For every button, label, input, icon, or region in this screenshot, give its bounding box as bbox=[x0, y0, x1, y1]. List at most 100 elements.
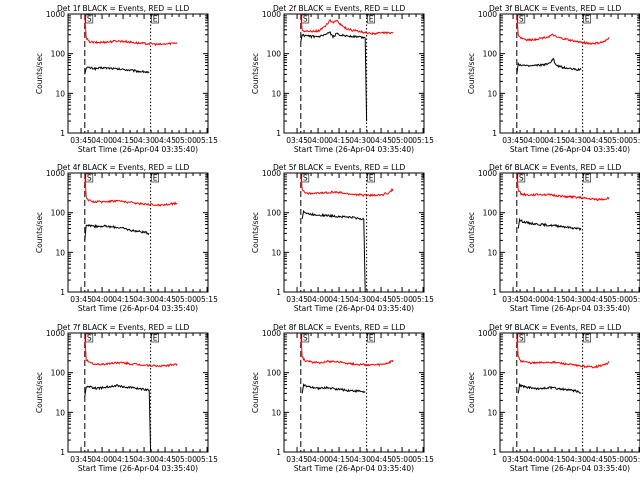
marker-label-box bbox=[85, 173, 94, 183]
chart-panel-1: Det 1f BLACK = Events, RED = LLD 1 10 100 10… bbox=[35, 4, 218, 154]
x-tick-label: 04:00 bbox=[523, 136, 545, 145]
y-tick-label: 1 bbox=[60, 129, 65, 138]
marker-label-box bbox=[583, 333, 591, 343]
events-series-line bbox=[84, 66, 150, 75]
x-tick-label: 04:45 bbox=[154, 295, 176, 304]
chart-panel-7: Det 7f BLACK = Events, RED = LLD 1 10 100 10… bbox=[35, 323, 218, 473]
chart-title: Det 5f BLACK = Events, RED = LLD bbox=[273, 163, 406, 172]
x-tick-label: 05:15 bbox=[628, 295, 640, 304]
y-tick-label: 1 bbox=[276, 448, 281, 457]
y-tick-label: 1000 bbox=[262, 10, 281, 19]
plot-frame bbox=[499, 13, 640, 134]
x-tick-label: 04:30 bbox=[133, 136, 155, 145]
plot-frame bbox=[67, 332, 209, 453]
x-tick-label: 05:00 bbox=[175, 295, 197, 304]
events-series-line bbox=[517, 217, 582, 232]
chart-title: Det 1f BLACK = Events, RED = LLD bbox=[57, 4, 190, 13]
y-tick-label: 10 bbox=[55, 408, 65, 417]
marker-label-box bbox=[301, 14, 310, 24]
x-tick-label: 05:15 bbox=[196, 136, 218, 145]
end-marker-label: E bbox=[153, 174, 158, 183]
x-tick-label: 04:00 bbox=[307, 136, 329, 145]
marker-label-box bbox=[151, 173, 159, 183]
start-marker-label: S bbox=[303, 174, 308, 183]
lld-series-line bbox=[84, 333, 178, 368]
y-tick-label: 1000 bbox=[478, 169, 497, 178]
x-tick-label: 04:45 bbox=[586, 455, 608, 464]
x-tick-label: 03:45 bbox=[70, 295, 92, 304]
end-marker-label: E bbox=[585, 15, 590, 24]
y-axis-label: Counts/sec bbox=[251, 53, 260, 94]
chart-panel-5: Det 5f BLACK = Events, RED = LLD 1 10 100 10… bbox=[251, 163, 434, 313]
x-tick-label: 04:30 bbox=[349, 136, 371, 145]
lld-series-line bbox=[300, 14, 394, 36]
marker-label-box bbox=[367, 333, 375, 343]
y-tick-label: 100 bbox=[483, 369, 498, 378]
chart-title: Det 7f BLACK = Events, RED = LLD bbox=[57, 323, 190, 332]
x-tick-label: 04:00 bbox=[307, 455, 329, 464]
x-tick-label: 05:00 bbox=[175, 455, 197, 464]
y-tick-label: 1000 bbox=[46, 169, 65, 178]
x-tick-label: 04:00 bbox=[91, 136, 113, 145]
x-axis-label: Start Time (26-Apr-04 03:35:40) bbox=[510, 304, 630, 313]
x-tick-label: 03:45 bbox=[286, 136, 308, 145]
x-tick-label: 04:15 bbox=[328, 136, 350, 145]
x-tick-label: 04:30 bbox=[133, 295, 155, 304]
chart-title: Det 6f BLACK = Events, RED = LLD bbox=[489, 163, 622, 172]
marker-label-box bbox=[151, 333, 159, 343]
end-marker-label: E bbox=[585, 334, 590, 343]
events-series-line bbox=[301, 209, 366, 293]
x-tick-label: 05:15 bbox=[412, 455, 434, 464]
end-marker-label: E bbox=[153, 334, 158, 343]
y-tick-label: 10 bbox=[55, 248, 65, 257]
chart-title: Det 4f BLACK = Events, RED = LLD bbox=[57, 163, 190, 172]
x-tick-label: 05:00 bbox=[607, 295, 629, 304]
x-axis-label: Start Time (26-Apr-04 03:35:40) bbox=[294, 464, 414, 473]
y-axis-label: Counts/sec bbox=[35, 212, 44, 253]
y-tick-label: 100 bbox=[267, 209, 282, 218]
x-tick-label: 05:00 bbox=[391, 455, 413, 464]
y-tick-label: 100 bbox=[51, 369, 66, 378]
events-series-line bbox=[517, 382, 582, 394]
x-tick-label: 04:45 bbox=[586, 295, 608, 304]
marker-label-box bbox=[85, 14, 94, 24]
y-tick-label: 10 bbox=[271, 408, 281, 417]
y-tick-label: 1000 bbox=[262, 329, 281, 338]
y-tick-label: 100 bbox=[51, 209, 66, 218]
plot-frame bbox=[283, 332, 425, 453]
x-axis-label: Start Time (26-Apr-04 03:35:40) bbox=[510, 464, 630, 473]
marker-label-box bbox=[367, 173, 375, 183]
chart-panel-4: Det 4f BLACK = Events, RED = LLD 1 10 100 10… bbox=[35, 163, 218, 313]
marker-label-box bbox=[301, 173, 310, 183]
x-axis-label: Start Time (26-Apr-04 03:35:40) bbox=[78, 145, 198, 154]
y-tick-label: 1000 bbox=[478, 10, 497, 19]
x-axis-label: Start Time (26-Apr-04 03:35:40) bbox=[294, 145, 414, 154]
start-marker-label: S bbox=[303, 15, 308, 24]
x-tick-label: 04:45 bbox=[586, 136, 608, 145]
lld-series-line bbox=[516, 173, 610, 202]
marker-label-box bbox=[583, 173, 591, 183]
x-tick-label: 03:45 bbox=[286, 455, 308, 464]
x-tick-label: 04:30 bbox=[565, 295, 587, 304]
chart-panel-3: Det 3f BLACK = Events, RED = LLD 1 10 100 10… bbox=[467, 4, 640, 154]
end-marker-label: E bbox=[369, 174, 374, 183]
y-axis-label: Counts/sec bbox=[251, 372, 260, 413]
y-tick-label: 1 bbox=[492, 448, 497, 457]
y-tick-label: 10 bbox=[487, 89, 497, 98]
plot-frame bbox=[283, 13, 425, 134]
x-tick-label: 03:45 bbox=[70, 455, 92, 464]
marker-label-box bbox=[151, 14, 159, 24]
x-tick-label: 05:15 bbox=[628, 455, 640, 464]
x-tick-label: 05:00 bbox=[391, 136, 413, 145]
x-tick-label: 03:45 bbox=[502, 295, 524, 304]
events-series-line bbox=[516, 57, 582, 75]
x-tick-label: 04:45 bbox=[154, 455, 176, 464]
y-tick-label: 1000 bbox=[46, 10, 65, 19]
x-tick-label: 04:15 bbox=[112, 295, 134, 304]
x-tick-label: 05:15 bbox=[196, 295, 218, 304]
x-tick-label: 03:45 bbox=[502, 136, 524, 145]
events-series-line bbox=[300, 31, 368, 122]
start-marker-label: S bbox=[87, 174, 92, 183]
x-tick-label: 05:00 bbox=[607, 455, 629, 464]
y-tick-label: 1 bbox=[276, 129, 281, 138]
